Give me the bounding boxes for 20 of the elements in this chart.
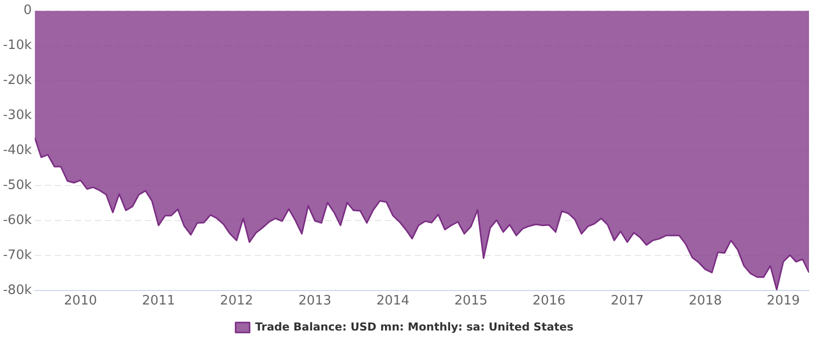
x-tick-label: 2017 xyxy=(610,294,644,309)
y-tick-label: -30k xyxy=(2,108,32,124)
x-tick-label: 2016 xyxy=(532,294,566,309)
y-tick-label: 0 xyxy=(23,3,32,18)
x-tick-label: 2012 xyxy=(220,294,254,309)
x-tick-label: 2018 xyxy=(688,294,722,309)
x-tick-label: 2015 xyxy=(454,294,488,309)
x-tick-label: 2013 xyxy=(298,294,332,309)
y-tick-label: -50k xyxy=(2,178,32,193)
y-tick-label: -10k xyxy=(2,38,32,54)
y-tick-label: -40k xyxy=(2,142,32,158)
y-tick-label: -20k xyxy=(2,73,32,88)
x-tick-label: 2011 xyxy=(142,294,176,309)
x-tick-label: 2014 xyxy=(376,294,410,309)
x-tick-label: 2010 xyxy=(64,294,98,309)
y-tick-label: -60k xyxy=(2,212,32,228)
y-tick-label: -80k xyxy=(2,282,32,298)
x-tick-label: 2019 xyxy=(766,294,800,309)
y-tick-label: -70k xyxy=(2,248,32,263)
legend-label: Trade Balance: USD mn: Monthly: sa: United States xyxy=(255,320,574,334)
